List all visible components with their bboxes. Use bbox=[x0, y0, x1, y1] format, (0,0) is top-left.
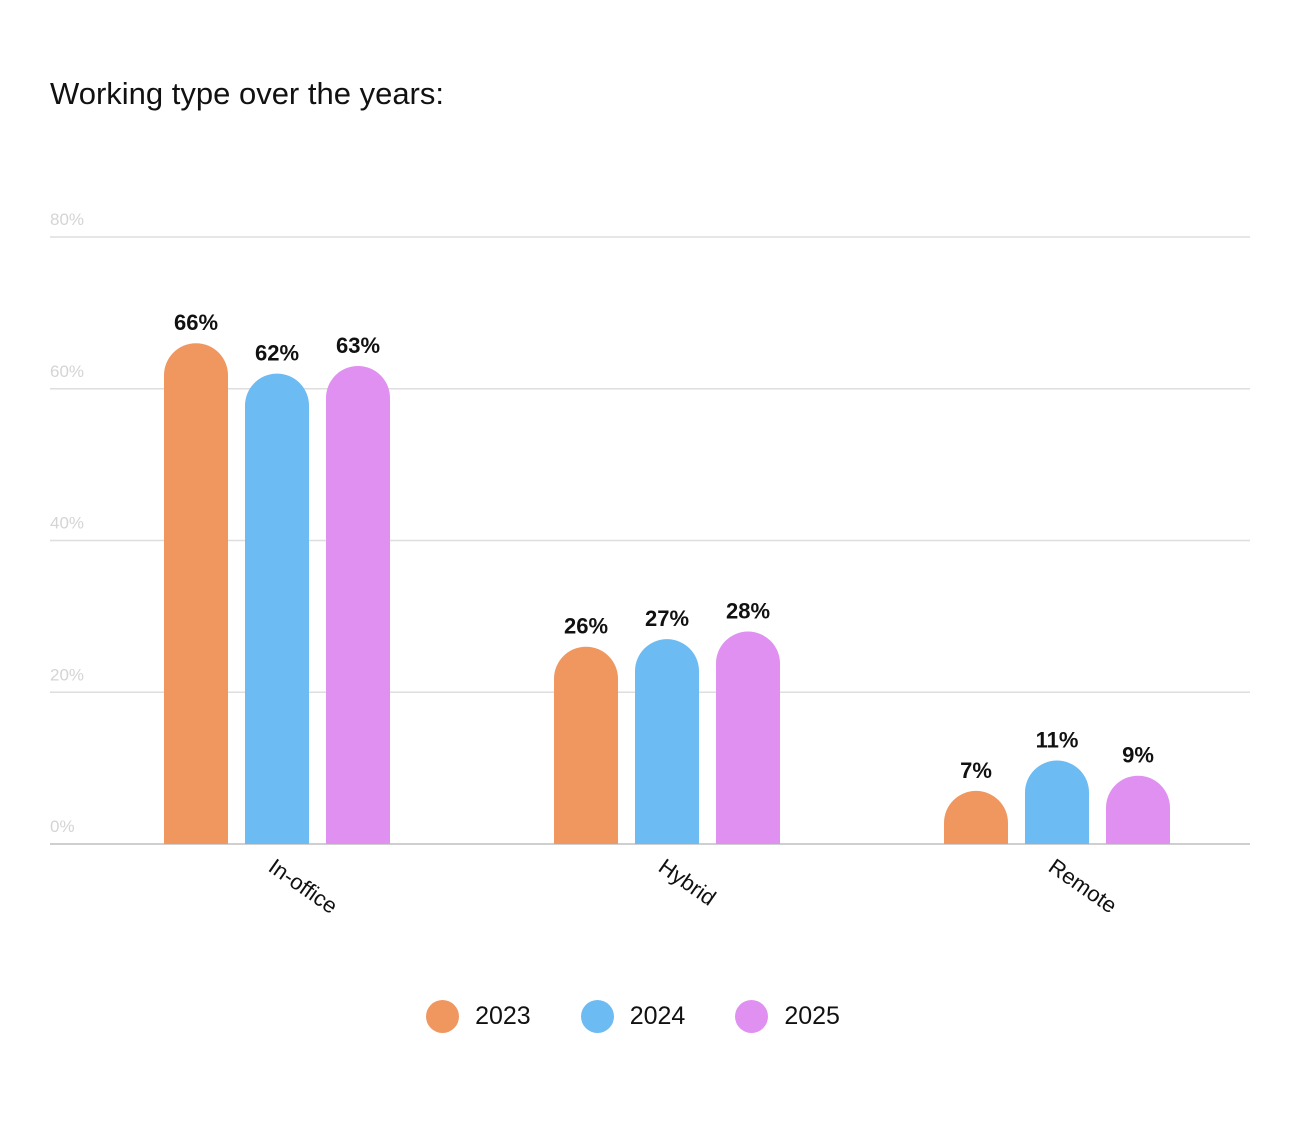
data-label: 66% bbox=[174, 310, 218, 335]
x-tick-label: Remote bbox=[1044, 854, 1121, 919]
x-tick-label: In-office bbox=[264, 854, 342, 919]
data-label: 27% bbox=[645, 606, 689, 631]
bar-hybrid-2023 bbox=[554, 646, 618, 844]
legend-swatch bbox=[580, 1000, 614, 1033]
data-label: 63% bbox=[336, 333, 380, 358]
bar-remote-2024 bbox=[1025, 760, 1089, 844]
bar-hybrid-2024 bbox=[635, 639, 699, 844]
legend-item-2025: 2025 bbox=[735, 1000, 840, 1033]
data-labels: 66% 62% 63% 26% 27% 28% 7% 11% 9% bbox=[174, 310, 1154, 783]
data-label: 62% bbox=[255, 341, 299, 366]
bar-in-office-2024 bbox=[245, 373, 309, 844]
bar-hybrid-2025 bbox=[716, 631, 780, 844]
legend-swatch bbox=[735, 1000, 769, 1033]
bar-in-office-2025 bbox=[326, 365, 390, 844]
bars bbox=[164, 343, 1170, 844]
legend-swatch bbox=[426, 1000, 460, 1033]
data-label: 26% bbox=[564, 614, 608, 639]
y-tick-label: 20% bbox=[50, 665, 84, 684]
data-label: 9% bbox=[1122, 743, 1154, 768]
category-labels: In-office Hybrid Remote bbox=[264, 854, 1121, 919]
y-tick-label: 60% bbox=[50, 362, 84, 381]
legend-label: 2025 bbox=[784, 1002, 840, 1030]
y-tick-label: 80% bbox=[50, 210, 84, 229]
legend-label: 2023 bbox=[475, 1002, 531, 1030]
y-tick-label: 0% bbox=[50, 817, 75, 836]
data-label: 11% bbox=[1036, 728, 1079, 753]
bar-remote-2025 bbox=[1106, 775, 1170, 844]
legend-label: 2024 bbox=[629, 1002, 686, 1030]
bar-remote-2023 bbox=[944, 790, 1008, 844]
legend: 2023 2024 2025 bbox=[0, 1000, 1285, 1033]
y-tick-label: 40% bbox=[50, 514, 84, 533]
chart-title: Working type over the years: bbox=[50, 76, 444, 111]
data-label: 7% bbox=[960, 758, 992, 783]
legend-item-2024: 2024 bbox=[580, 1000, 686, 1033]
data-label: 28% bbox=[726, 599, 770, 624]
legend-item-2023: 2023 bbox=[426, 1000, 531, 1033]
bar-in-office-2023 bbox=[164, 343, 228, 844]
x-tick-label: Hybrid bbox=[654, 854, 720, 911]
